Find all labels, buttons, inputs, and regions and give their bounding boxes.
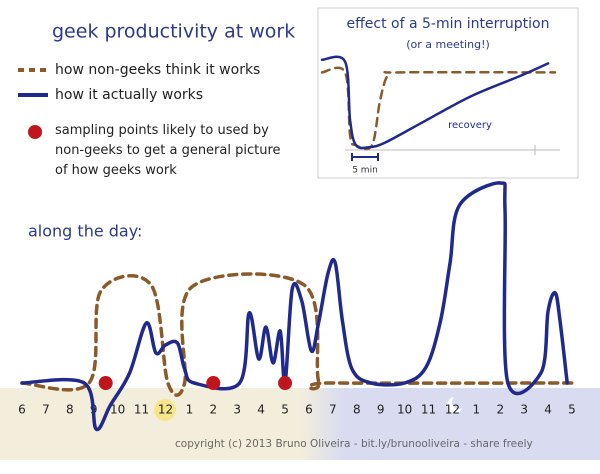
x-tick-label: 10 — [397, 403, 412, 417]
legend-swatch — [28, 125, 42, 139]
sun-icon — [154, 399, 176, 421]
legend-label: how non-geeks think it works — [55, 62, 261, 78]
x-tick-label: 5 — [568, 403, 576, 417]
inset-box — [317, 7, 579, 179]
x-tick-label: 6 — [305, 403, 313, 417]
x-tick-label: 8 — [66, 403, 74, 417]
x-tick-label: 1 — [473, 403, 481, 417]
x-tick-label: 1 — [186, 403, 194, 417]
sampling-point — [206, 376, 221, 390]
x-tick-label: 9 — [377, 403, 385, 417]
sampling-point — [98, 376, 113, 390]
annotation: along the day: — [28, 222, 142, 241]
copyright: copyright (c) 2013 Bruno Oliveira - bit.… — [175, 438, 533, 450]
legend-label: sampling points likely to used by non-ge… — [55, 123, 281, 178]
chart-title: geek productivity at work — [52, 21, 295, 43]
x-tick-label: 7 — [42, 403, 50, 417]
x-tick-label: 12 — [158, 403, 173, 417]
x-tick-label: 12 — [445, 403, 460, 417]
bracket — [351, 153, 379, 161]
sampling-point — [278, 376, 293, 390]
x-tick-label: 7 — [329, 403, 337, 417]
line-series — [20, 272, 574, 397]
x-tick-label: 5 — [281, 403, 289, 417]
x-tick-label: 8 — [353, 403, 361, 417]
x-tick-label: 2 — [209, 403, 217, 417]
annotation: recovery — [448, 120, 492, 131]
inset-subtitle: (or a meeting!) — [406, 38, 490, 51]
legend-label: how it actually works — [55, 87, 204, 103]
moon-shadow — [452, 395, 466, 409]
annotation: 5 min — [352, 166, 378, 176]
x-tick-label: 2 — [496, 403, 504, 417]
line-series — [320, 55, 550, 150]
x-tick-label: 11 — [421, 403, 436, 417]
line-series — [20, 181, 569, 432]
x-tick-label: 6 — [18, 403, 26, 417]
x-tick-label: 4 — [257, 403, 265, 417]
x-tick-label: 3 — [520, 403, 528, 417]
inset-title: effect of a 5-min interruption — [347, 16, 550, 32]
x-tick-label: 11 — [134, 403, 149, 417]
x-tick-label: 3 — [233, 403, 241, 417]
x-tick-label: 10 — [110, 403, 125, 417]
x-tick-label: 4 — [544, 403, 552, 417]
